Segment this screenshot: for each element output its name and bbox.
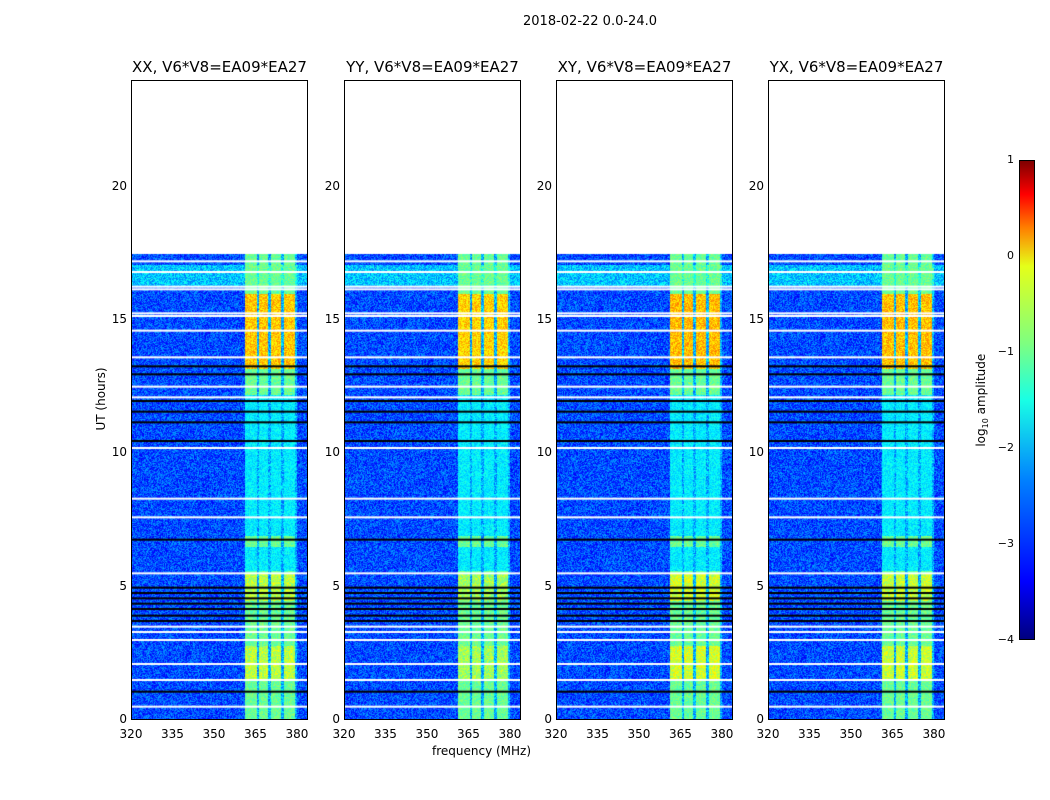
y-tick-label: 5 [119,578,127,593]
x-tick-label: 365 [457,727,480,741]
spectrogram-panel: YY, V6*V8=EA09*EA27 320 335 350 365 380 0 5 10 15… [325,58,522,741]
x-tick-label: 320 [119,727,143,741]
y-tick-label: 5 [756,578,764,593]
x-tick-label: 380 [285,727,309,741]
y-tick-label: 0 [544,712,552,726]
x-tick-label: 335 [161,727,184,741]
y-tick-label: 15 [324,312,340,326]
x-tick-label: 320 [756,727,780,741]
axes-frame [768,80,945,720]
y-tick-label: 20 [536,178,552,193]
x-tick-label: 335 [374,727,397,741]
y-tick-label: 10 [111,445,127,460]
y-tick-label: 5 [544,578,552,593]
colorbar-tick-label: 1 [1007,153,1014,166]
panel-title: YY, V6*V8=EA09*EA27 [346,58,519,76]
x-tick-label: 380 [498,727,522,741]
x-tick-label: 380 [922,727,946,741]
heatmap-canvas [344,80,521,720]
y-tick-label: 10 [748,445,764,460]
panel-title: XX, V6*V8=EA09*EA27 [132,58,307,76]
x-tick-label: 335 [586,727,609,741]
colorbar-tick-label: −4 [997,633,1014,646]
panel-title: XY, V6*V8=EA09*EA27 [557,58,732,76]
y-tick-label: 0 [332,712,340,726]
colorbar-label: log10 amplitude [973,353,991,447]
axes-frame [131,80,308,720]
y-tick-label: 20 [748,178,764,193]
y-tick-label: 10 [324,445,340,460]
y-tick-label: 15 [536,312,552,326]
y-tick-label: 0 [119,712,127,726]
x-tick-label: 365 [669,727,692,741]
x-tick-label: 365 [881,727,904,741]
spectrogram-panel: XX, V6*V8=EA09*EA27 320 335 350 365 380 0 5 10 15… [112,58,309,741]
colorbar-tick-label: −2 [997,441,1014,454]
y-tick-label: 10 [536,445,552,460]
axes-frame [556,80,733,720]
x-tick-label: 320 [544,727,568,741]
y-tick-label: 0 [756,712,764,726]
x-tick-label: 335 [798,727,821,741]
heatmap-canvas [768,80,945,720]
y-tick-label: 5 [332,578,340,593]
y-tick-label: 20 [324,178,340,193]
heatmap-canvas [556,80,733,720]
x-tick-label: 350 [415,727,439,741]
y-tick-label: 20 [111,178,127,193]
x-tick-label: 350 [839,727,863,741]
colorbar-tick-label: −3 [997,537,1014,550]
heatmap-canvas [131,80,308,720]
colorbar-tick-label: 0 [1007,249,1014,262]
x-tick-label: 365 [244,727,267,741]
x-tick-label: 350 [627,727,651,741]
x-tick-label: 320 [332,727,356,741]
y-tick-label: 15 [111,312,127,326]
y-tick-label: 15 [748,312,764,326]
figure-title: 2018-02-22 0.0-24.0 [523,14,657,29]
spectrogram-panel: XY, V6*V8=EA09*EA27 320 335 350 365 380 0 5 10 15… [537,58,734,741]
panel-title: YX, V6*V8=EA09*EA27 [769,58,944,76]
spectrogram-panel: YX, V6*V8=EA09*EA27 320 335 350 365 380 0 5 10 15… [749,58,946,741]
x-tick-label: 380 [710,727,734,741]
x-tick-label: 350 [202,727,226,741]
x-axis-label: frequency (MHz) [432,744,532,758]
colorbar [1019,160,1035,640]
axes-frame [344,80,521,720]
colorbar-tick-label: −1 [997,345,1014,358]
